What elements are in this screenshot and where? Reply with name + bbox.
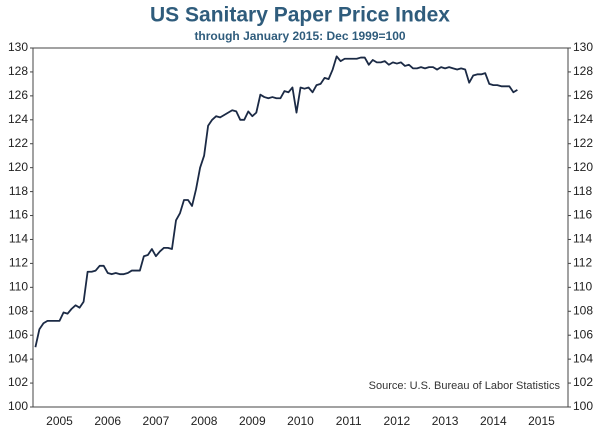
y2-tick-label: 114	[573, 232, 592, 246]
series-line	[34, 55, 518, 348]
y-tick-label: 122	[8, 136, 28, 150]
y2-tick-label: 118	[573, 184, 592, 198]
y-tick-label: 116	[9, 208, 28, 222]
y2-tick-label: 106	[573, 327, 593, 341]
x-tick-label: 2005	[46, 414, 73, 428]
y-tick-label: 120	[8, 160, 28, 174]
y-tick-label: 100	[8, 399, 28, 413]
x-tick-label: 2009	[239, 414, 266, 428]
y2-tick-label: 102	[573, 375, 593, 389]
x-tick-label: 2011	[336, 414, 362, 428]
y-tick-label: 108	[8, 303, 28, 317]
x-tick-label: 2008	[191, 414, 218, 428]
y-tick-label: 104	[8, 351, 28, 365]
plot-frame	[32, 47, 569, 408]
y2-tick-label: 126	[573, 88, 593, 102]
x-tick-label: 2014	[480, 414, 507, 428]
y2-tick-label: 100	[573, 399, 593, 413]
y2-tick-label: 112	[573, 256, 592, 270]
y-tick-label: 110	[9, 280, 28, 294]
y2-tick-label: 104	[573, 351, 593, 365]
x-tick-label: 2012	[384, 414, 411, 428]
y2-tick-label: 110	[573, 280, 592, 294]
source-note: Source: U.S. Bureau of Labor Statistics	[369, 380, 561, 392]
y2-tick-label: 122	[573, 136, 593, 150]
y-tick-label: 128	[8, 64, 28, 78]
x-tick-label: 2007	[143, 414, 170, 428]
y-tick-label: 114	[9, 232, 28, 246]
x-tick-label: 2013	[432, 414, 459, 428]
x-tick-label: 2015	[528, 414, 555, 428]
chart-title: US Sanitary Paper Price Index	[150, 4, 450, 27]
y-tick-label: 106	[8, 327, 28, 341]
y-tick-label: 102	[8, 375, 28, 389]
y-tick-label: 124	[8, 112, 28, 126]
x-tick-label: 2010	[287, 414, 314, 428]
y-tick-label: 118	[9, 184, 28, 198]
y2-tick-label: 108	[573, 303, 593, 317]
y2-tick-label: 130	[573, 40, 593, 54]
y-tick-label: 112	[9, 256, 28, 270]
y-tick-label: 126	[8, 88, 28, 102]
y2-tick-label: 128	[573, 64, 593, 78]
y2-tick-label: 124	[573, 112, 593, 126]
y-tick-label: 130	[8, 40, 28, 54]
x-tick-label: 2006	[94, 414, 121, 428]
chart-subtitle: through January 2015: Dec 1999=100	[194, 29, 405, 43]
y2-tick-label: 120	[573, 160, 593, 174]
y2-tick-label: 116	[573, 208, 592, 222]
